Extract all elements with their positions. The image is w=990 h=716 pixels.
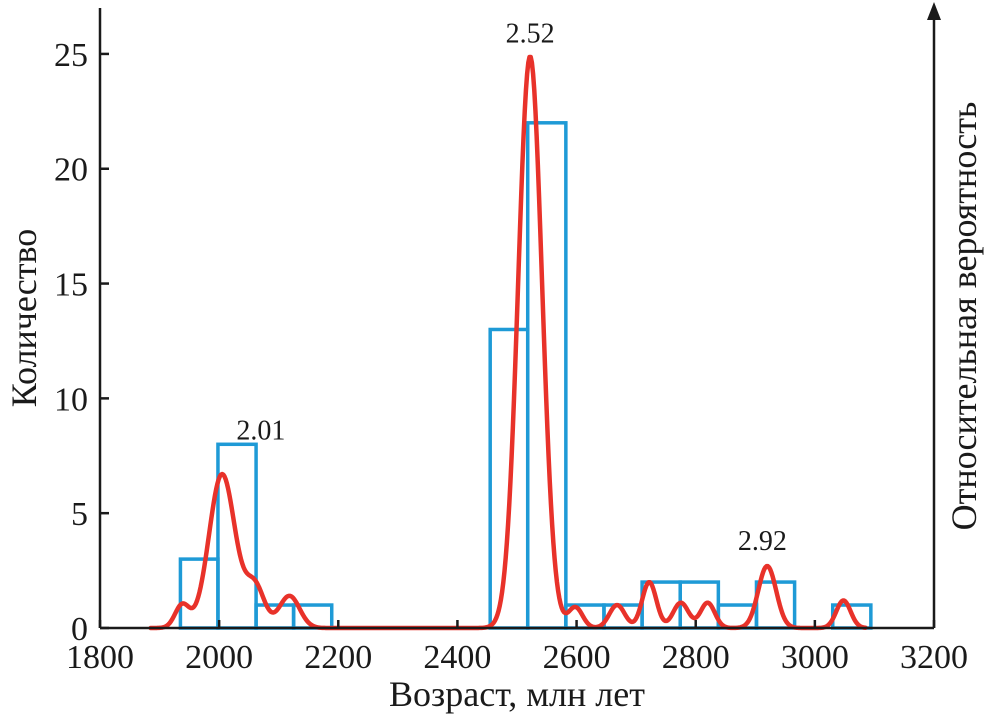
y-tick-label-5: 25 [54, 37, 88, 74]
x-tick-label-4: 2600 [543, 639, 611, 676]
x-tick-label-3: 2400 [423, 639, 491, 676]
x-tick-label-2: 2200 [304, 639, 372, 676]
x-tick-label-0: 1800 [66, 639, 134, 676]
y-tick-label-3: 15 [54, 267, 88, 304]
x-tick-label-5: 2800 [662, 639, 730, 676]
peak-label-0: 2.01 [236, 416, 285, 447]
y-axis-ticks: 0 5 10 15 20 25 [54, 37, 109, 648]
peak-label-1: 2.52 [506, 18, 555, 49]
x-axis-title: Возраст, млн лет [389, 674, 645, 714]
y-tick-label-0: 0 [71, 611, 88, 648]
probability-density-curve [148, 54, 868, 631]
x-tick-label-7: 3200 [900, 639, 968, 676]
y-tick-label-4: 20 [54, 152, 88, 189]
x-tick-label-6: 3000 [781, 639, 849, 676]
x-axis-ticks: 1800 2000 2200 2400 2600 2800 3000 3200 [66, 620, 968, 676]
histogram-bar-8 [640, 580, 682, 630]
y2-axis-arrow [927, 2, 941, 20]
histogram-bar-2 [254, 603, 296, 630]
peak-annotations: 2.01 2.52 2.92 [236, 18, 787, 556]
peak-label-2: 2.92 [738, 526, 787, 557]
y-axis-title: Количество [4, 229, 44, 407]
x-tick-label-1: 2000 [185, 639, 253, 676]
y-tick-label-2: 10 [54, 381, 88, 418]
y-tick-label-1: 5 [71, 496, 88, 533]
y2-axis-title: Относительная вероятность [944, 102, 984, 531]
